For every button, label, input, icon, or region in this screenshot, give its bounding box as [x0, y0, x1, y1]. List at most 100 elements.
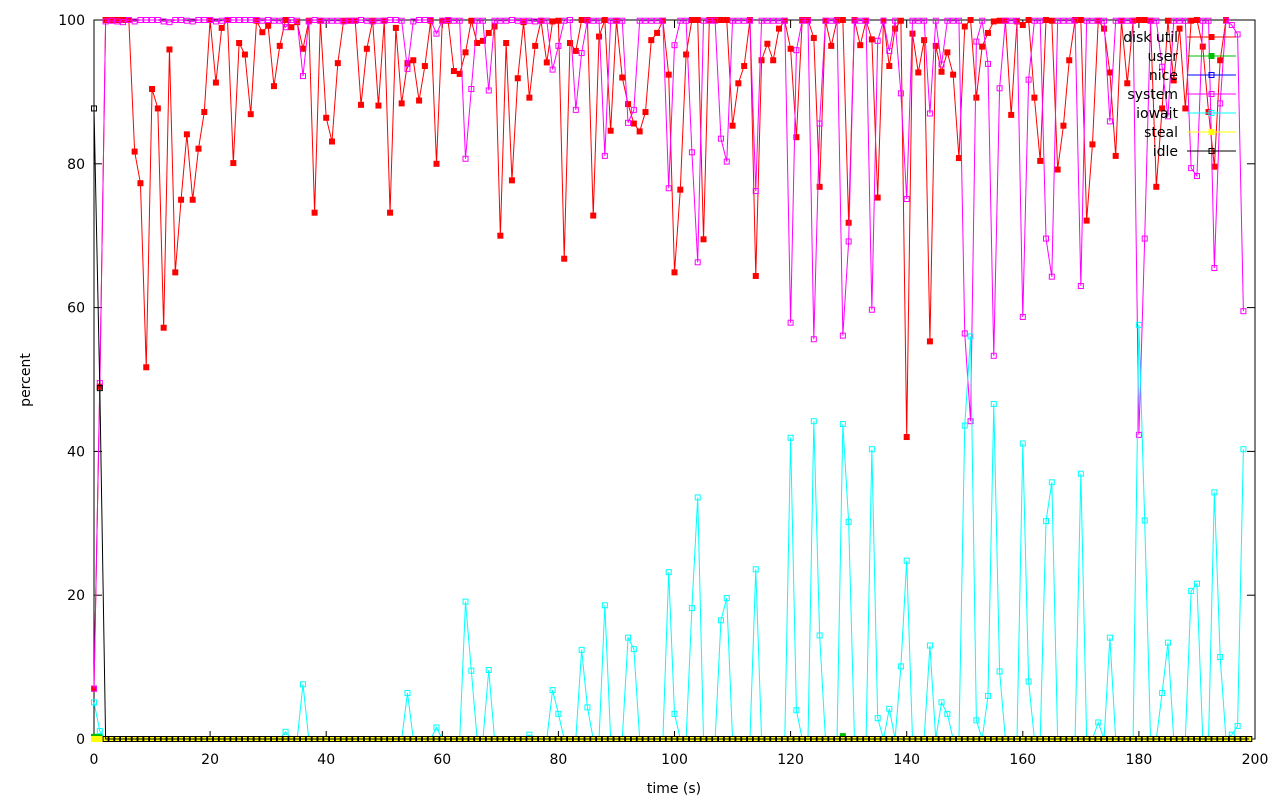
data-point-idle [688, 736, 695, 742]
data-point-iowait [468, 667, 475, 674]
data-point-system [1054, 17, 1061, 24]
data-point-idle [630, 736, 637, 742]
data-point-iowait [91, 699, 97, 706]
data-point-idle [1077, 736, 1084, 742]
data-point-system [149, 17, 156, 23]
series-layer [91, 17, 1253, 742]
data-point-idle [1217, 736, 1224, 742]
data-point-idle [816, 736, 823, 742]
data-point-idle [775, 736, 782, 742]
data-point-system [410, 18, 417, 25]
data-point-disk-util [1025, 17, 1032, 23]
y-axis-ticks: 0 20 40 60 80 100 [58, 13, 1255, 748]
data-point-idle [1037, 736, 1044, 742]
x-tick-label: 0 [90, 752, 99, 768]
data-point-system [375, 17, 382, 24]
data-point-system [648, 17, 655, 24]
data-point-disk-util [1170, 77, 1177, 84]
data-point-system [259, 17, 266, 24]
data-point-idle [311, 736, 318, 742]
y-axis-label: percent [18, 353, 34, 407]
data-point-iowait [984, 692, 991, 699]
data-point-system [1112, 17, 1119, 24]
data-point-idle [822, 736, 829, 742]
data-point-idle [1147, 736, 1154, 742]
data-point-disk-util [1066, 57, 1073, 64]
data-point-idle [189, 736, 196, 742]
data-point-idle [781, 736, 788, 742]
data-point-disk-util [555, 17, 562, 24]
data-point-iowait [462, 598, 469, 605]
data-point-iowait [404, 689, 411, 696]
data-point-system [683, 17, 690, 24]
data-point-system [1002, 17, 1009, 24]
data-point-idle [445, 736, 452, 742]
data-point-system [700, 17, 707, 24]
series-line-system [93, 19, 1244, 689]
data-point-iowait [96, 728, 103, 735]
data-point-system [369, 18, 376, 25]
data-point-disk-util [1112, 152, 1119, 159]
data-point-system [183, 17, 190, 24]
data-point-disk-util [265, 22, 272, 29]
data-point-disk-util [665, 71, 672, 78]
data-point-idle [1095, 736, 1102, 742]
data-point-idle [1159, 736, 1166, 742]
data-point-disk-util [1054, 166, 1061, 173]
data-point-idle [317, 736, 324, 742]
data-point-idle [137, 736, 144, 742]
data-point-system [1228, 22, 1235, 29]
data-point-disk-util [979, 43, 986, 50]
data-point-system [282, 24, 289, 31]
data-point-disk-util [1008, 111, 1015, 118]
y-tick-label: 40 [67, 444, 85, 460]
data-point-system [642, 17, 649, 24]
data-point-disk-util [984, 29, 991, 36]
data-point-idle [479, 736, 486, 742]
legend-marker-idle [1208, 148, 1215, 154]
data-point-disk-util [421, 63, 428, 70]
data-point-idle [799, 736, 806, 742]
data-point-idle [909, 736, 916, 742]
data-point-system [265, 17, 272, 23]
data-point-system [909, 17, 916, 24]
data-point-idle [537, 736, 544, 742]
x-tick-label: 60 [433, 752, 451, 768]
data-point-disk-util [1176, 25, 1183, 32]
data-point-iowait [897, 663, 904, 670]
data-point-system [218, 17, 225, 24]
data-point-iowait [549, 687, 556, 694]
data-point-system [1118, 17, 1125, 24]
data-point-system [590, 17, 597, 24]
data-point-system [1130, 17, 1137, 24]
legend-label-nice: nice [1149, 68, 1178, 84]
data-point-disk-util [874, 194, 881, 201]
data-point-idle [230, 736, 237, 742]
data-point-idle [183, 736, 190, 742]
data-point-idle [404, 736, 411, 742]
data-point-system [137, 17, 144, 23]
data-point-disk-util [1060, 122, 1067, 129]
data-point-system [1101, 17, 1108, 24]
plot-frame [93, 19, 1256, 740]
data-point-system [781, 17, 788, 24]
data-point-disk-util [1043, 17, 1050, 23]
data-point-system [752, 188, 759, 195]
data-point-disk-util [729, 122, 736, 129]
data-point-disk-util [868, 36, 875, 43]
data-point-idle [207, 736, 214, 742]
data-point-disk-util [752, 272, 759, 279]
data-point-system [537, 17, 544, 24]
data-point-idle [601, 736, 608, 742]
data-point-idle [805, 736, 812, 742]
data-point-idle [253, 736, 260, 742]
data-point-system [1025, 76, 1032, 83]
data-point-idle [410, 736, 417, 742]
data-point-system [143, 17, 150, 23]
data-point-disk-util [1048, 17, 1055, 24]
data-point-idle [741, 736, 748, 742]
data-point-idle [567, 736, 574, 742]
data-point-system [880, 17, 887, 24]
legend-marker-steal [1208, 129, 1215, 135]
data-point-idle [984, 736, 991, 742]
